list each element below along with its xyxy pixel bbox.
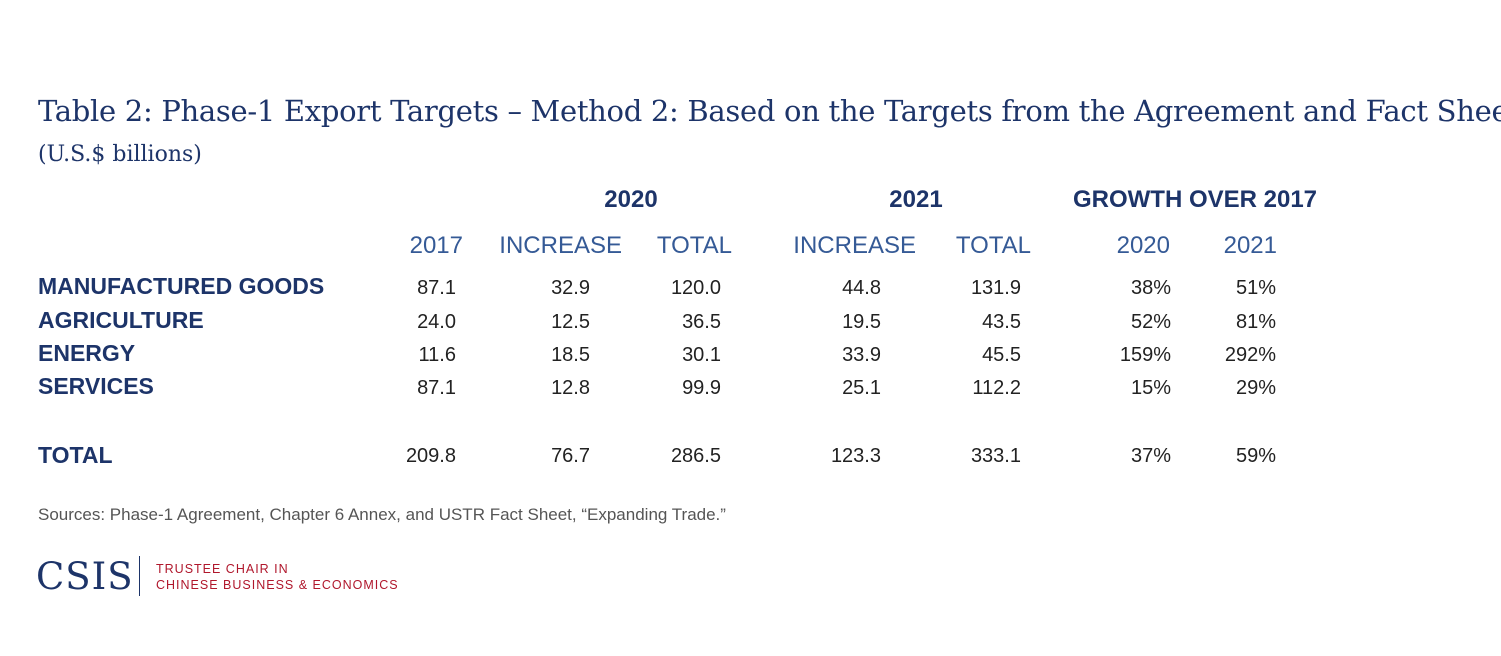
logo-divider xyxy=(139,556,140,596)
column-header-2020-total: TOTAL xyxy=(656,232,732,259)
table-cell: 120.0 xyxy=(670,277,721,299)
total-cell: 286.5 xyxy=(670,445,721,467)
table-cell: 12.8 xyxy=(551,377,590,399)
table-cell: 24.0 xyxy=(417,311,456,333)
table-cell: 52% xyxy=(1130,311,1171,333)
row-label-manufactured-goods: MANUFACTURED GOODS xyxy=(38,273,325,299)
group-header-2020: 2020 xyxy=(604,186,658,213)
table-cell: 44.8 xyxy=(842,277,881,299)
table-cell: 36.5 xyxy=(682,311,721,333)
table-cell: 87.1 xyxy=(417,277,456,299)
table-cell: 30.1 xyxy=(682,344,721,366)
group-header-2021: 2021 xyxy=(889,186,943,213)
table-cell: 11.6 xyxy=(418,344,456,366)
column-header-2020-increase: INCREASE xyxy=(499,232,622,259)
column-header-growth-2021: 2021 xyxy=(1223,232,1277,259)
table-cell: 19.5 xyxy=(842,311,881,333)
column-header-growth-2020: 2020 xyxy=(1116,232,1170,259)
table-cell: 29% xyxy=(1235,377,1276,399)
table-cell: 292% xyxy=(1224,344,1276,366)
sources-note: Sources: Phase-1 Agreement, Chapter 6 An… xyxy=(38,505,726,524)
table-cell: 45.5 xyxy=(982,344,1021,366)
table-cell: 99.9 xyxy=(682,377,721,399)
total-cell: 59% xyxy=(1235,445,1276,467)
table-cell: 51% xyxy=(1235,277,1276,299)
table-subtitle: (U.S.$ billions) xyxy=(38,142,202,167)
table-cell: 81% xyxy=(1235,311,1276,333)
row-label-services: SERVICES xyxy=(38,373,154,399)
table-cell: 18.5 xyxy=(551,344,590,366)
table-cell: 15% xyxy=(1130,377,1171,399)
row-label-energy: ENERGY xyxy=(38,340,136,366)
table-cell: 112.2 xyxy=(972,377,1021,399)
table-cell: 131.9 xyxy=(970,277,1021,299)
table-cell: 43.5 xyxy=(982,311,1021,333)
total-cell: 37% xyxy=(1130,445,1171,467)
table-cell: 159% xyxy=(1119,344,1171,366)
table-cell: 33.9 xyxy=(842,344,881,366)
row-label-total: TOTAL xyxy=(38,442,113,468)
row-label-agriculture: AGRICULTURE xyxy=(38,307,204,333)
total-cell: 333.1 xyxy=(970,445,1021,467)
total-cell: 209.8 xyxy=(405,445,456,467)
table-cell: 25.1 xyxy=(842,377,881,399)
column-header-2021-total: TOTAL xyxy=(955,232,1031,259)
total-cell: 123.3 xyxy=(830,445,881,467)
group-header-growth: GROWTH OVER 2017 xyxy=(1072,186,1318,213)
table-cell: 38% xyxy=(1130,277,1171,299)
chair-title-line-2: CHINESE BUSINESS & ECONOMICS xyxy=(156,578,399,592)
total-cell: 76.7 xyxy=(551,445,590,467)
csis-logo: CSIS xyxy=(36,555,134,598)
table-cell: 12.5 xyxy=(551,311,590,333)
column-header-2017: 2017 xyxy=(409,232,463,259)
chair-title-line-1: TRUSTEE CHAIR IN xyxy=(156,562,289,576)
table-title: Table 2: Phase-1 Export Targets – Method… xyxy=(38,94,1501,128)
table-cell: 32.9 xyxy=(551,277,590,299)
table-cell: 87.1 xyxy=(417,377,456,399)
column-header-2021-increase: INCREASE xyxy=(793,232,916,259)
